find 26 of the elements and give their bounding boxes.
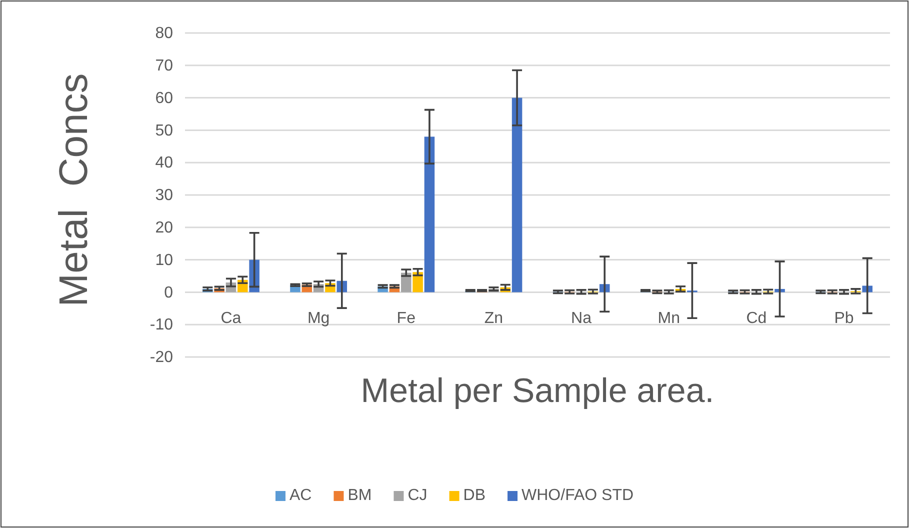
y-tick-label: 10 <box>155 252 174 269</box>
x-tick-label: Mn <box>658 310 680 328</box>
legend-label: WHO/FAO STD <box>522 487 634 504</box>
y-tick-label: 50 <box>155 122 174 140</box>
x-tick-label: Ca <box>220 310 242 328</box>
y-tick-label: 20 <box>155 220 174 237</box>
x-tick-label: Pb <box>834 310 854 328</box>
x-tick-label: Cd <box>746 310 767 328</box>
x-tick-label: Zn <box>484 310 504 328</box>
y-tick-label: 80 <box>155 25 174 42</box>
y-tick-label: -10 <box>150 316 174 334</box>
y-tick-label: 0 <box>164 284 174 302</box>
y-axis-title: Metal Concs <box>52 73 96 307</box>
legend-label: DB <box>463 487 486 504</box>
x-tick-label: Mg <box>307 310 330 328</box>
legend-label: BM <box>348 487 372 504</box>
x-tick-label: Fe <box>396 310 416 328</box>
y-tick-label: 30 <box>155 187 174 204</box>
x-axis-title: Metal per Sample area. <box>360 372 714 410</box>
y-tick-label: 60 <box>155 90 174 107</box>
legend-label: AC <box>289 487 312 504</box>
y-tick-label: 70 <box>155 58 174 75</box>
y-tick-label: -20 <box>150 349 174 366</box>
legend-label: CJ <box>408 487 428 504</box>
x-tick-label: Na <box>571 310 592 328</box>
y-tick-label: 40 <box>155 154 174 172</box>
